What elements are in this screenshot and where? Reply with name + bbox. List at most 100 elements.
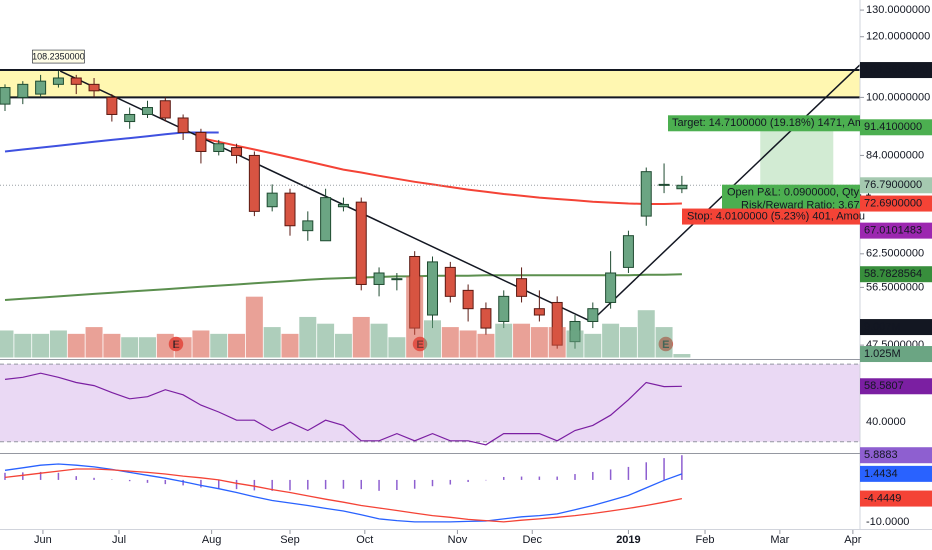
volume-bar — [619, 327, 637, 358]
macd-histogram — [217, 479, 220, 489]
candle-body — [462, 289, 474, 310]
candle-body — [640, 171, 652, 217]
x-tick-label: Mar — [770, 534, 789, 546]
x-tick-label: 2019 — [616, 534, 640, 546]
macd-histogram — [57, 472, 60, 480]
volume-bar — [370, 323, 388, 358]
candle-body — [106, 96, 118, 115]
macd-histogram — [520, 476, 523, 480]
volume-bar — [263, 327, 281, 358]
volume-bar — [548, 327, 566, 358]
volume-bar — [602, 323, 620, 358]
axis-badge-label: -4.4449 — [864, 492, 901, 504]
axis-badge-label: 58.5807 — [864, 380, 904, 392]
axis-badge — [860, 177, 932, 194]
candle-body — [622, 235, 634, 268]
candle-body — [516, 278, 528, 297]
axis-badge-label: 5.8883 — [864, 449, 898, 461]
volume-bar — [637, 310, 655, 358]
volume-bar — [32, 333, 50, 358]
candle-body — [17, 83, 29, 98]
macd-histogram — [307, 479, 309, 490]
volume-bar — [423, 320, 441, 358]
volume-bar — [584, 333, 602, 358]
candle-body — [391, 278, 403, 281]
volume-bar — [103, 333, 121, 358]
volume-bar — [14, 333, 32, 358]
axis-badge — [860, 222, 932, 239]
macd-histogram — [342, 479, 345, 489]
volume-bar — [495, 323, 513, 358]
stop-text: Stop: 4.0100000 (5.23%) 401, Amou — [687, 210, 865, 222]
axis-badge-label: 9.007M — [864, 321, 901, 333]
macd-histogram — [609, 469, 612, 480]
candle-body — [52, 77, 64, 85]
axis-badge — [860, 490, 932, 507]
rsi-band — [0, 364, 860, 442]
candle-body — [0, 87, 11, 105]
macd-histogram — [22, 472, 24, 480]
volume-bar — [388, 337, 406, 358]
macd-histogram — [449, 479, 452, 485]
target-area — [760, 127, 834, 186]
x-tick-label: Jun — [34, 534, 52, 546]
volume-bar — [406, 276, 424, 358]
volume-bar — [174, 337, 192, 358]
volume-bar — [245, 296, 263, 358]
macd-histogram — [271, 479, 273, 491]
macd-histogram — [645, 462, 647, 480]
candle-body — [302, 220, 314, 232]
macd-histogram — [324, 479, 327, 490]
macd-histogram — [235, 479, 238, 490]
volume-bar — [281, 333, 299, 358]
axis-badge — [860, 447, 932, 464]
volume-bar — [299, 316, 317, 358]
volume-bar — [0, 330, 14, 358]
macd-histogram — [289, 479, 291, 491]
volume-bar — [192, 330, 210, 358]
axis-badge — [860, 62, 932, 79]
candle-body — [248, 154, 260, 212]
high-label-box — [32, 49, 85, 64]
x-tick-label: Oct — [356, 534, 373, 546]
macd-histogram — [182, 479, 184, 486]
macd-histogram — [253, 479, 256, 491]
y-tick-label: 120.0000000 — [866, 31, 930, 43]
moving-average — [4, 273, 682, 301]
candle-body — [498, 295, 510, 322]
macd-histogram — [164, 479, 167, 485]
candle-body — [605, 272, 617, 303]
volume-bar — [334, 333, 352, 358]
macd-histogram — [467, 479, 469, 483]
rsi-pane — [0, 363, 860, 446]
x-tick-label: Nov — [448, 534, 468, 546]
volume-bar — [121, 337, 139, 358]
volume-bar — [67, 333, 85, 358]
volume-bar — [441, 327, 459, 358]
volume-bar — [459, 330, 477, 358]
volume-bar — [352, 316, 370, 358]
candle-body — [426, 261, 438, 316]
candle-body — [35, 80, 47, 95]
y-tick-label: 84.0000000 — [866, 149, 924, 161]
candle-body — [141, 107, 153, 115]
y-tick-label: 100.0000000 — [866, 91, 930, 103]
candle-body — [373, 272, 385, 285]
x-tick-label: Jul — [112, 534, 126, 546]
x-tick-label: Dec — [522, 534, 542, 546]
x-tick-label: Aug — [202, 534, 222, 546]
axis-badge-label: 1.025M — [864, 348, 901, 360]
volume-bar — [210, 333, 228, 358]
macd-histogram — [396, 479, 398, 490]
candle-body — [266, 192, 278, 208]
axis-badge-label: 76.7900000 — [864, 179, 922, 191]
macd-histogram — [538, 476, 541, 480]
rsi-line — [4, 372, 682, 446]
volume-bar — [655, 327, 673, 358]
macd-histogram — [378, 479, 380, 491]
candle-body — [337, 203, 349, 208]
axis-badge — [860, 119, 932, 136]
macd-histogram — [146, 479, 149, 483]
y-tick-label: 62.5000000 — [866, 248, 924, 260]
volume-bar — [138, 337, 156, 358]
